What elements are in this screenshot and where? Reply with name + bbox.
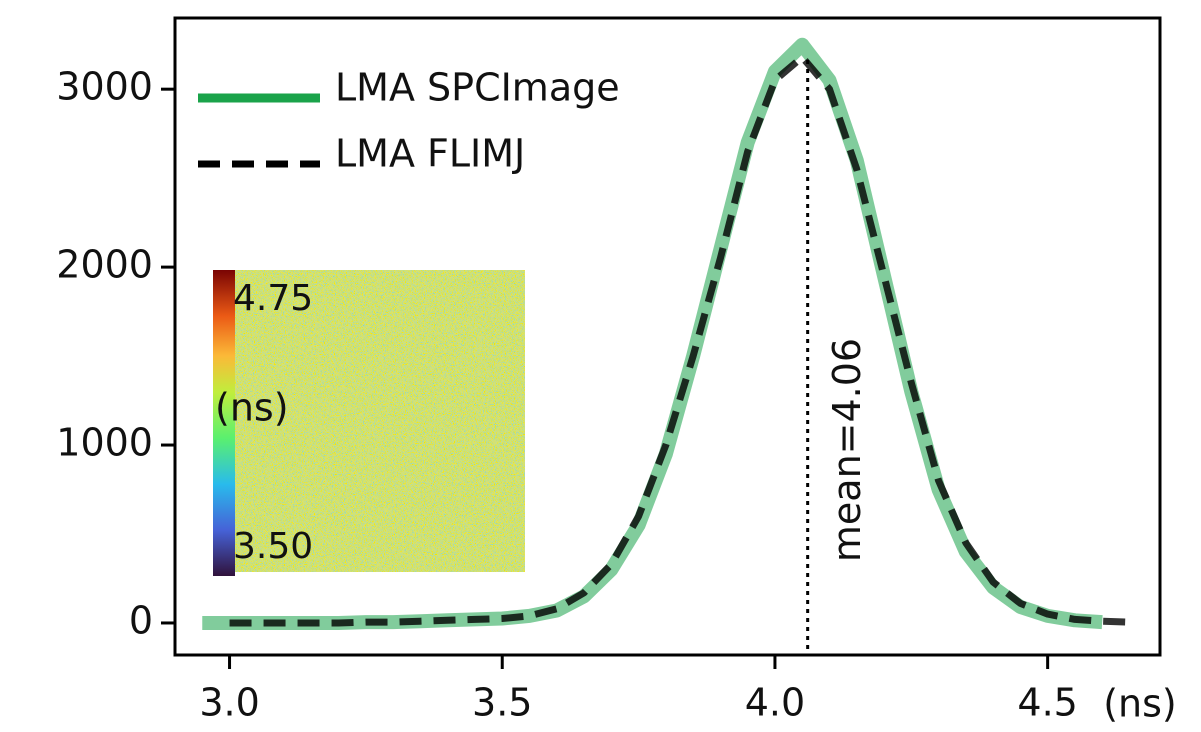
- inset-image: 4.75 (ns) 3.50: [213, 270, 525, 576]
- page: {"chart_data": { "type": "line", "xlabel…: [0, 0, 1201, 732]
- y-tick-label: 3000: [56, 65, 153, 109]
- colorbar-min-label: 3.50: [233, 526, 313, 567]
- x-tick-label: 4.0: [745, 681, 805, 725]
- x-tick-label: 4.5: [1017, 681, 1077, 725]
- legend-label: LMA SPCImage: [335, 66, 620, 110]
- colorbar-max-label: 4.75: [233, 278, 313, 319]
- mean-annotation: mean=4.06: [825, 338, 869, 562]
- legend-label: LMA FLIMJ: [335, 132, 525, 176]
- y-tick-label: 1000: [56, 421, 153, 465]
- colorbar-unit: (ns): [215, 386, 289, 430]
- chart: 4.75 (ns) 3.50 (ns) 3.0 3.5 4.0 4.5 0 1000 200…: [0, 0, 1201, 732]
- y-tick-label: 0: [129, 598, 153, 642]
- x-axis-label: (ns): [1103, 682, 1177, 726]
- x-tick-label: 3.5: [472, 681, 532, 725]
- y-tick-label: 2000: [56, 243, 153, 287]
- x-tick-label: 3.0: [199, 681, 259, 725]
